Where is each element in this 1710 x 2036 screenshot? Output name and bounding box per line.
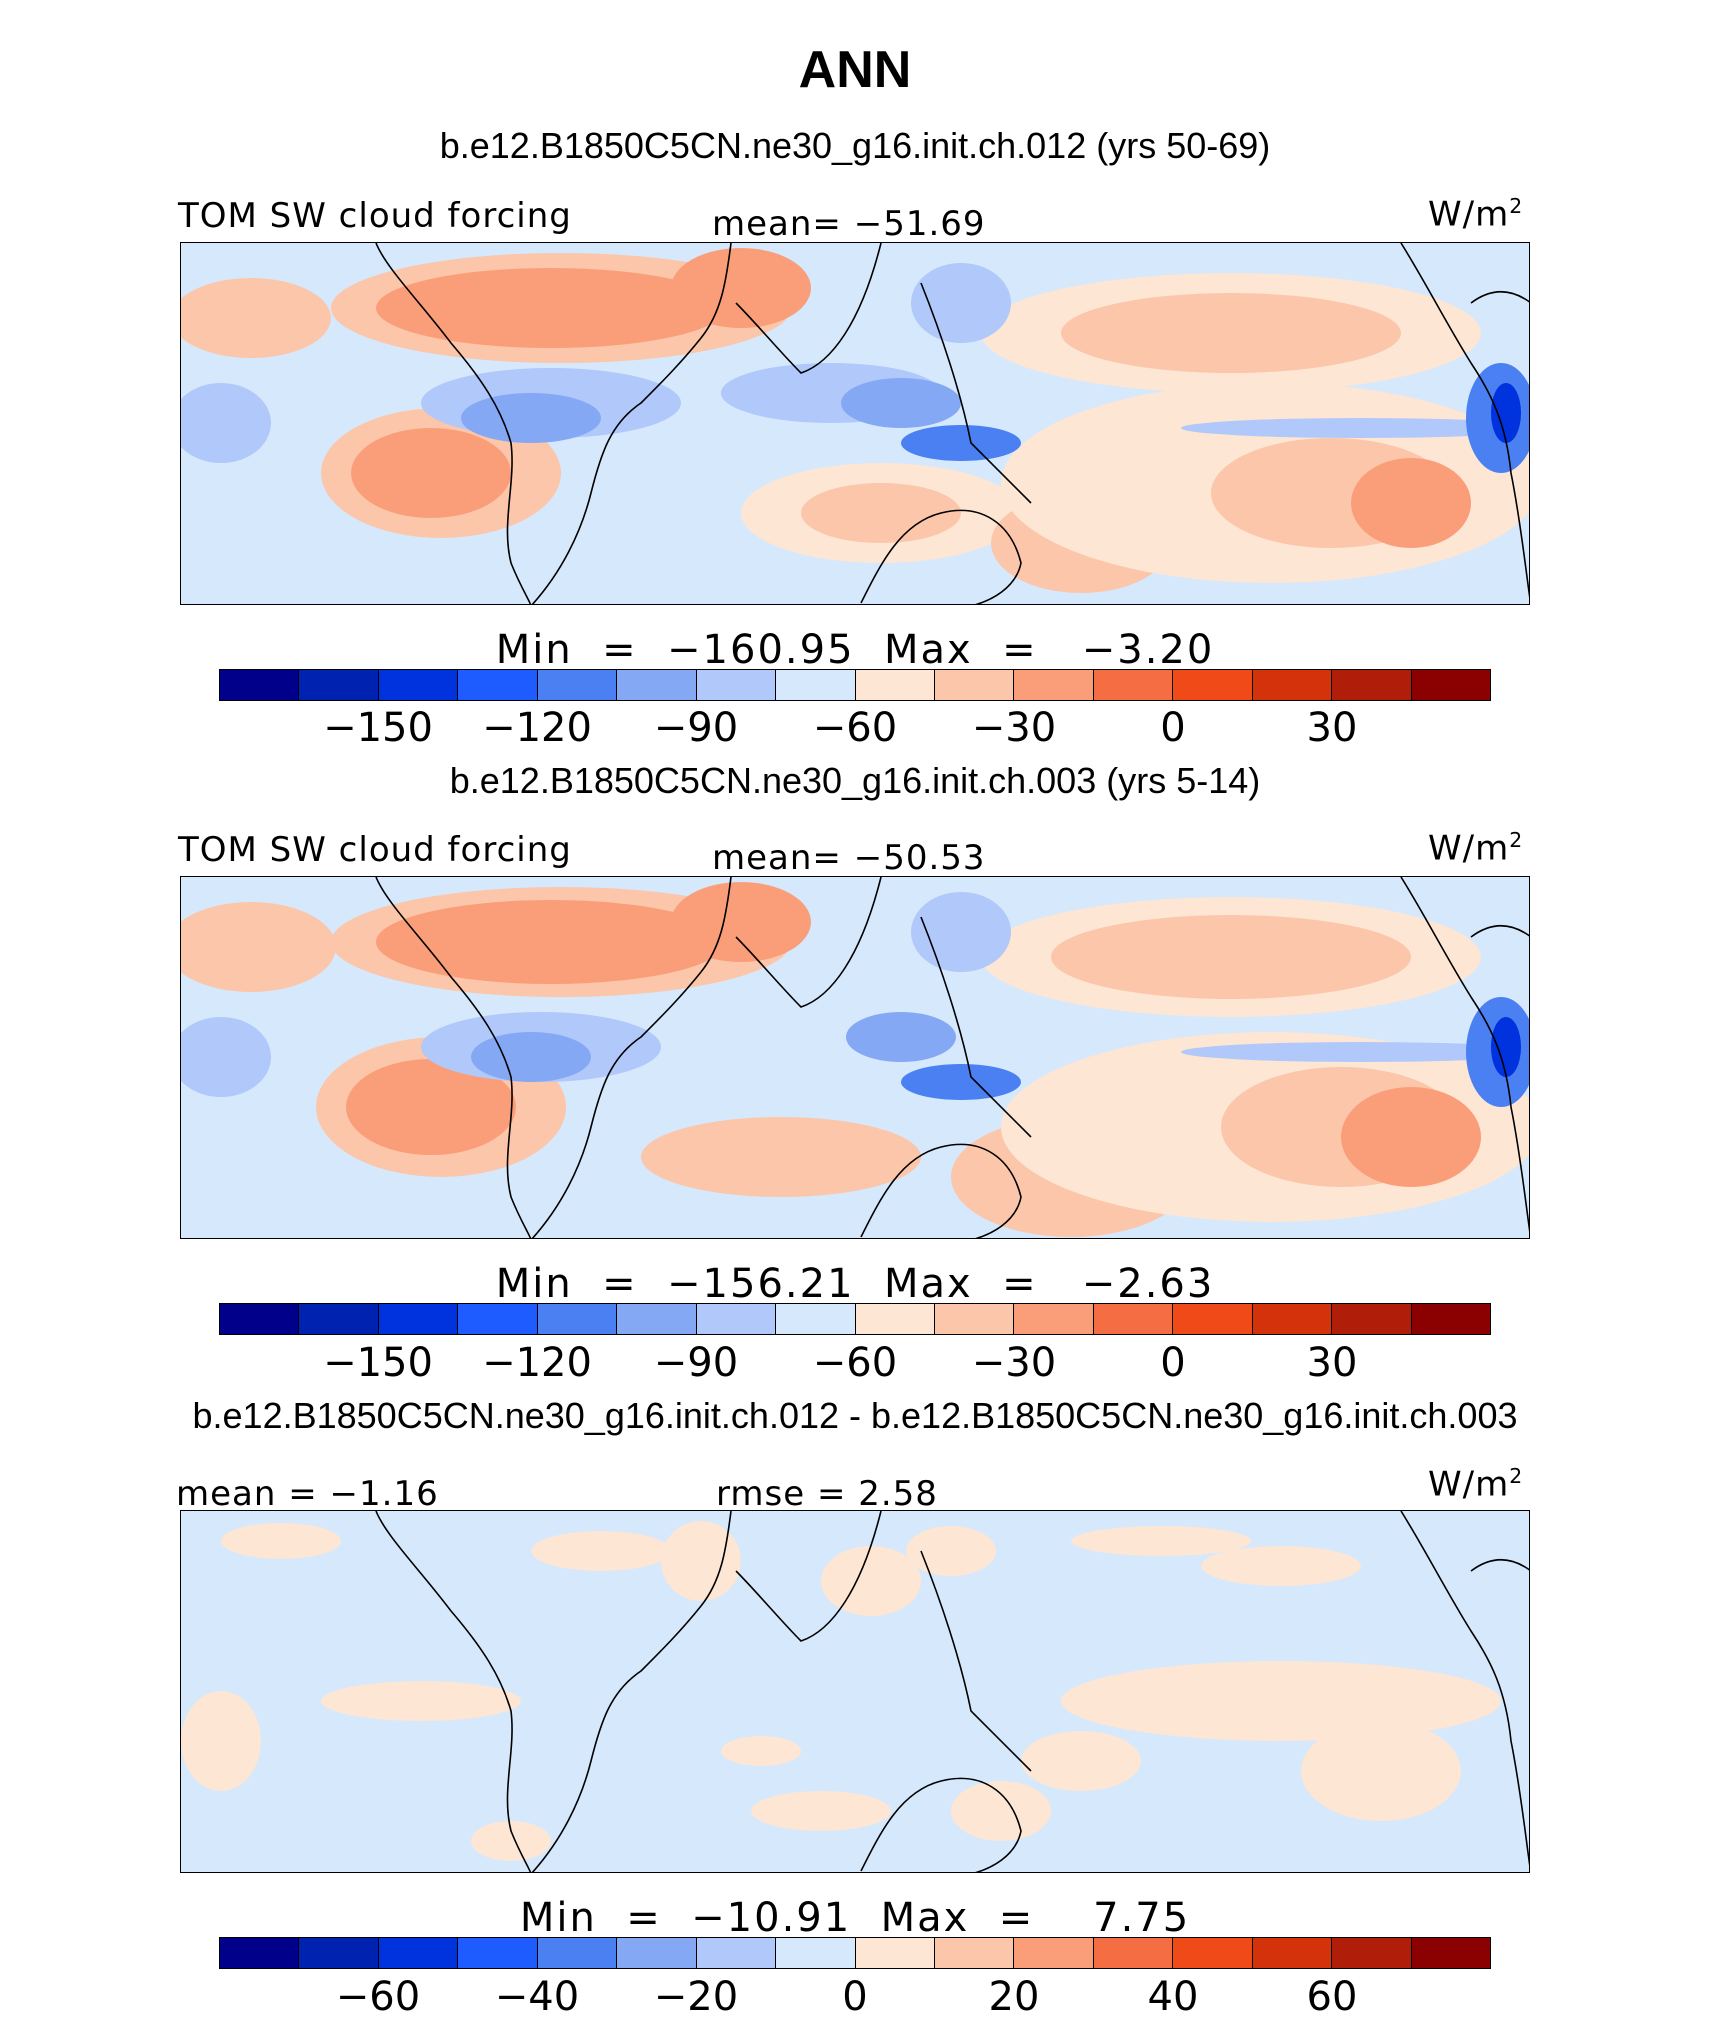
colorbar-cell xyxy=(378,1304,459,1334)
colorbar-cell xyxy=(855,670,935,700)
panel-1-tick-label: −60 xyxy=(812,705,898,751)
panel-1-variable-label: TOM SW cloud forcing xyxy=(178,196,572,236)
colorbar-cell xyxy=(776,1938,856,1968)
panel-1-tick-label: −120 xyxy=(482,705,592,751)
colorbar-cell xyxy=(696,670,777,700)
colorbar-cell xyxy=(696,1304,777,1334)
panel-2-mean-label: mean= −50.53 xyxy=(712,838,986,878)
panel-2-tick-label: −150 xyxy=(323,1340,433,1386)
panel-2-coastlines xyxy=(375,877,1529,1238)
colorbar-cell xyxy=(537,1938,618,1968)
panel-2-units: W/m2 xyxy=(1428,828,1524,869)
colorbar-cell xyxy=(1411,1938,1490,1968)
colorbar-cell xyxy=(1252,1304,1333,1334)
panel-2-negative-forcing-regions xyxy=(181,892,1529,1107)
panel-1-mean-label: mean= −51.69 xyxy=(712,204,986,244)
colorbar-cell xyxy=(1014,670,1094,700)
panel-1-tick-label: −150 xyxy=(323,705,433,751)
colorbar-cell xyxy=(696,1938,777,1968)
colorbar-cell xyxy=(1411,670,1490,700)
colorbar-cell xyxy=(537,1304,618,1334)
panel-3-subtitle: b.e12.B1850C5CN.ne30_g16.init.ch.012 - b… xyxy=(192,1395,1518,1436)
colorbar-cell xyxy=(617,670,697,700)
panel-1-map xyxy=(180,242,1530,605)
panel-3-tick-label: 20 xyxy=(988,1974,1040,2020)
panel-2-min-max: Min = −156.21 Max = −2.63 xyxy=(495,1261,1215,1307)
panel-3-rmse-label: rmse = 2.58 xyxy=(716,1474,938,1514)
panel-3-tick-label: 0 xyxy=(842,1974,868,2020)
colorbar-cell xyxy=(1411,1304,1490,1334)
panel-2-map xyxy=(180,876,1530,1239)
panel-3-coastlines xyxy=(375,1511,1529,1872)
colorbar-cell xyxy=(458,1304,538,1334)
panel-3-tick-label: −60 xyxy=(335,1974,421,2020)
colorbar-cell xyxy=(1252,670,1333,700)
colorbar-cell xyxy=(1093,1938,1174,1968)
panel-1-units: W/m2 xyxy=(1428,194,1524,235)
colorbar-cell xyxy=(220,1938,300,1968)
panel-1-subtitle: b.e12.B1850C5CN.ne30_g16.init.ch.012 (yr… xyxy=(439,125,1271,166)
colorbar-cell xyxy=(934,1304,1015,1334)
colorbar-cell xyxy=(1014,1938,1094,1968)
panel-1-positive-forcing-regions xyxy=(181,248,1529,593)
panel-3-min-max: Min = −10.91 Max = 7.75 xyxy=(519,1895,1191,1941)
colorbar-cell xyxy=(1093,1304,1174,1334)
colorbar-cell xyxy=(1332,1938,1412,1968)
colorbar-cell xyxy=(458,670,538,700)
colorbar-cell xyxy=(776,1304,856,1334)
colorbar-cell xyxy=(1332,670,1412,700)
panel-3-colorbar xyxy=(219,1937,1491,1969)
panel-2-tick-label: −90 xyxy=(653,1340,739,1386)
panel-3-map xyxy=(180,1510,1530,1873)
colorbar-cell xyxy=(458,1938,538,1968)
colorbar-cell xyxy=(299,1304,379,1334)
panel-3-positive-difference-regions xyxy=(181,1521,1501,1861)
colorbar-cell xyxy=(1014,1304,1094,1334)
panel-1-coastlines xyxy=(375,243,1529,604)
colorbar-cell xyxy=(1173,1938,1253,1968)
colorbar-cell xyxy=(378,1938,459,1968)
panel-2-subtitle: b.e12.B1850C5CN.ne30_g16.init.ch.003 (yr… xyxy=(449,760,1261,801)
colorbar-cell xyxy=(220,1304,300,1334)
panel-2-colorbar xyxy=(219,1303,1491,1335)
panel-2-tick-label: −60 xyxy=(812,1340,898,1386)
panel-2-tick-label: −30 xyxy=(971,1340,1057,1386)
panel-1-tick-label: 30 xyxy=(1306,705,1358,751)
panel-2-variable-label: TOM SW cloud forcing xyxy=(178,830,572,870)
panel-3-units: W/m2 xyxy=(1428,1464,1524,1505)
colorbar-cell xyxy=(1173,1304,1253,1334)
panel-3-tick-label: 40 xyxy=(1147,1974,1199,2020)
figure-title: ANN xyxy=(798,41,912,99)
panel-3-tick-label: −20 xyxy=(653,1974,739,2020)
colorbar-cell xyxy=(1173,670,1253,700)
panel-2-tick-label: 30 xyxy=(1306,1340,1358,1386)
colorbar-cell xyxy=(1252,1938,1333,1968)
colorbar-cell xyxy=(220,670,300,700)
colorbar-cell xyxy=(299,1938,379,1968)
colorbar-cell xyxy=(299,670,379,700)
colorbar-cell xyxy=(934,1938,1015,1968)
colorbar-cell xyxy=(617,1938,697,1968)
colorbar-cell xyxy=(855,1938,935,1968)
panel-1-tick-label: −90 xyxy=(653,705,739,751)
panel-2-tick-label: −120 xyxy=(482,1340,592,1386)
colorbar-cell xyxy=(537,670,618,700)
panel-2-tick-label: 0 xyxy=(1160,1340,1186,1386)
colorbar-cell xyxy=(378,670,459,700)
panel-1-min-max: Min = −160.95 Max = −3.20 xyxy=(495,627,1215,673)
panel-1-colorbar xyxy=(219,669,1491,701)
panel-3-mean-label: mean = −1.16 xyxy=(176,1474,439,1514)
panel-1-tick-label: −30 xyxy=(971,705,1057,751)
colorbar-cell xyxy=(776,670,856,700)
panel-3-tick-label: 60 xyxy=(1306,1974,1358,2020)
colorbar-cell xyxy=(934,670,1015,700)
panel-3-tick-label: −40 xyxy=(494,1974,580,2020)
panel-1-tick-label: 0 xyxy=(1160,705,1186,751)
colorbar-cell xyxy=(1093,670,1174,700)
colorbar-cell xyxy=(855,1304,935,1334)
colorbar-cell xyxy=(617,1304,697,1334)
colorbar-cell xyxy=(1332,1304,1412,1334)
